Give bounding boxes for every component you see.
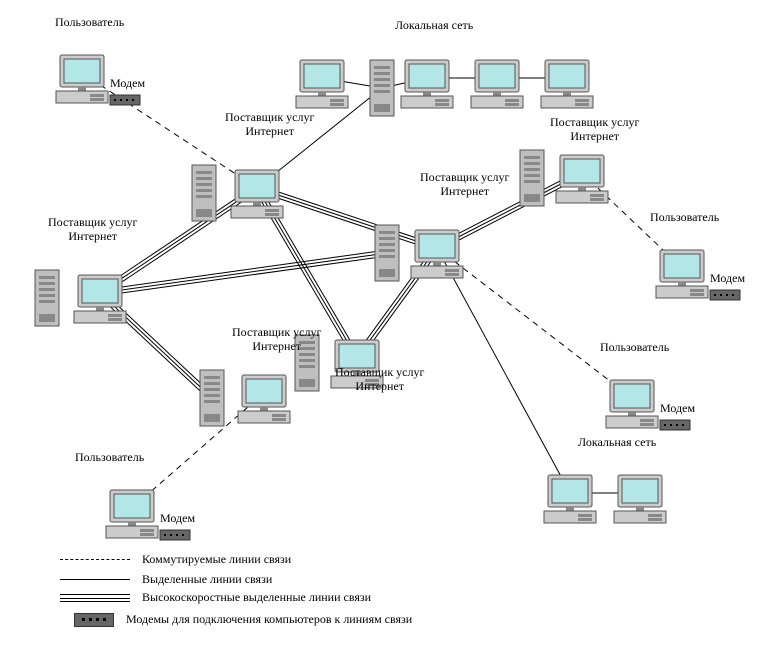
computer-icon — [411, 230, 463, 278]
legend-highspeed: Высокоскоростные выделенные линии связи — [60, 590, 371, 605]
modem-label: Модем — [710, 271, 745, 285]
tower-icon — [35, 270, 59, 326]
node-label: Пользователь — [55, 15, 124, 29]
computer-icon — [74, 275, 126, 323]
modem-icon — [74, 613, 114, 627]
node-label: Поставщик услуг Интернет — [48, 215, 137, 243]
node-label: Поставщик услуг Интернет — [550, 115, 639, 143]
computer-icon — [471, 60, 523, 108]
node-label: Пользователь — [600, 340, 669, 354]
legend-highspeed-label: Высокоскоростные выделенные линии связи — [142, 590, 371, 605]
computer-icon — [614, 475, 666, 523]
solid-line-icon — [60, 579, 130, 580]
legend-modems: Модемы для подключения компьютеров к лин… — [74, 612, 412, 627]
computer-icon — [231, 170, 283, 218]
node-label: Поставщик услуг Интернет — [420, 170, 509, 198]
legend-modems-label: Модемы для подключения компьютеров к лин… — [126, 612, 412, 627]
node-label: Локальная сеть — [578, 435, 656, 449]
modem-label: Модем — [160, 511, 195, 525]
tower-icon — [192, 165, 216, 221]
node-label: Локальная сеть — [395, 18, 473, 32]
modem-label: Модем — [660, 401, 695, 415]
computer-icon — [541, 60, 593, 108]
computer-icon — [544, 475, 596, 523]
tower-icon — [375, 225, 399, 281]
node-label: Пользователь — [650, 210, 719, 224]
legend-dialup-label: Коммутируемые линии связи — [142, 552, 291, 567]
modem-label: Модем — [110, 76, 145, 90]
computer-icon — [556, 155, 608, 203]
tower-icon — [520, 150, 544, 206]
legend-leased: Выделенные линии связи — [60, 572, 272, 587]
computer-icon — [238, 375, 290, 423]
computer-icon — [401, 60, 453, 108]
node-label: Поставщик услуг Интернет — [225, 110, 314, 138]
computer-icon — [296, 60, 348, 108]
multi-line-icon — [60, 594, 130, 602]
dashed-line-icon — [60, 559, 130, 560]
node-label: Пользователь — [75, 450, 144, 464]
tower-icon — [200, 370, 224, 426]
tower-icon — [370, 60, 394, 116]
legend-dialup: Коммутируемые линии связи — [60, 552, 291, 567]
node-label: Поставщик услуг Интернет — [335, 365, 424, 393]
legend-leased-label: Выделенные линии связи — [142, 572, 272, 587]
node-label: Поставщик услуг Интернет — [232, 325, 321, 353]
